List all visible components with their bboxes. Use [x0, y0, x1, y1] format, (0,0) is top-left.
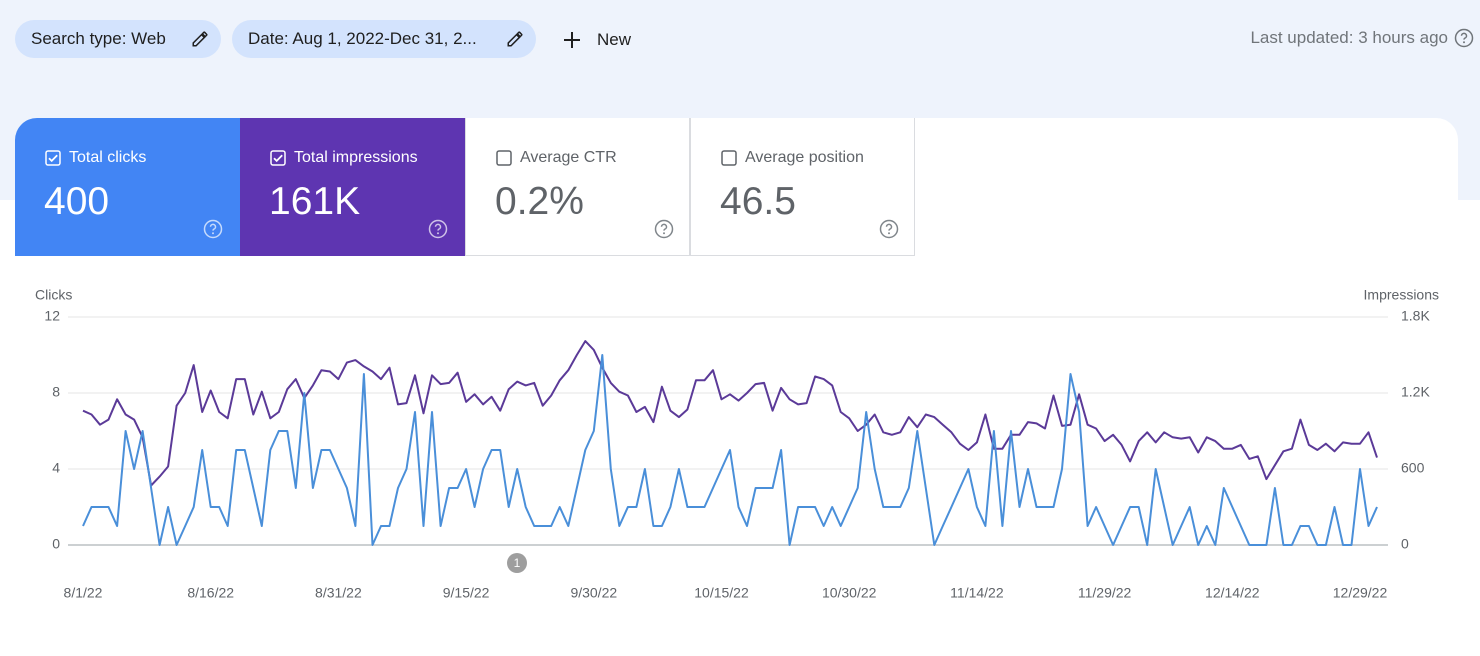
metric-label: Total impressions [294, 149, 418, 166]
metric-card[interactable]: Average position 46.5 [690, 118, 915, 256]
checkbox-frame [721, 150, 737, 166]
new-text: New [597, 30, 632, 49]
x-tick-label: 12/29/22 [1333, 585, 1388, 601]
checkbox [721, 150, 737, 166]
help-ring [203, 219, 223, 239]
help-dot [663, 232, 665, 235]
help-mark [885, 223, 893, 231]
help-mark [209, 223, 217, 231]
x-tick-label: 8/31/22 [315, 585, 362, 601]
help-icon [203, 219, 223, 239]
metric-value: 161K [269, 180, 361, 223]
help-mark [434, 223, 442, 231]
metric-label: Average position [745, 149, 864, 166]
checkbox-frame [45, 150, 61, 166]
metric-card[interactable]: Average CTR 0.2% [465, 118, 690, 256]
edit-icon [507, 31, 523, 47]
chip-text: Search type: Web [31, 29, 166, 48]
x-tick-label: 11/29/22 [1078, 585, 1132, 601]
metric-value: 400 [44, 180, 110, 223]
y-tick-label: 8 [52, 384, 60, 400]
y2-tick-label: 600 [1401, 460, 1425, 476]
date-chip[interactable]: Date: Aug 1, 2022-Dec 31, 2... [232, 20, 536, 58]
x-tick-label: 9/15/22 [443, 585, 490, 601]
new-button[interactable]: New [560, 28, 631, 52]
y2-axis-title: Impressions [1364, 287, 1439, 303]
checkbox-frame [270, 150, 286, 166]
search-type-chip[interactable]: Search type: Web [15, 20, 221, 58]
help-dot [437, 232, 439, 235]
help-ring [654, 219, 674, 239]
checkbox [45, 150, 61, 166]
series-line [82, 354, 1378, 546]
checkmark [48, 154, 58, 163]
x-tick-label: 10/15/22 [694, 585, 749, 601]
last-updated-text: Last updated: 3 hours ago [1250, 28, 1448, 47]
x-tick-label: 10/30/22 [822, 585, 877, 601]
help-icon [428, 219, 448, 239]
x-tick-label: 8/16/22 [187, 585, 234, 601]
help-dot [888, 232, 890, 235]
metric-card[interactable]: Total clicks 400 [15, 118, 240, 256]
last-updated: Last updated: 3 hours ago [1250, 28, 1474, 48]
help-icon[interactable] [1454, 28, 1474, 48]
checkbox [496, 150, 512, 166]
y-tick-label: 12 [44, 308, 60, 324]
help-ring [428, 219, 448, 239]
y2-tick-label: 1.8K [1401, 308, 1430, 324]
x-tick-label: 8/1/22 [64, 585, 103, 601]
x-tick-label: 12/14/22 [1205, 585, 1260, 601]
y2-tick-label: 1.2K [1401, 384, 1430, 400]
x-tick-label: 11/14/22 [950, 585, 1004, 601]
plus-icon [564, 32, 580, 48]
help-dot [212, 232, 214, 235]
metric-value: 0.2% [495, 180, 584, 223]
metric-label: Average CTR [520, 149, 617, 166]
annotation-label: 1 [514, 556, 521, 570]
metric-value: 46.5 [720, 180, 796, 223]
help-mark [660, 223, 668, 231]
help-icon [654, 219, 674, 239]
y2-tick-label: 0 [1401, 536, 1409, 552]
checkbox [270, 150, 286, 166]
help-icon [879, 219, 899, 239]
chip-text: Date: Aug 1, 2022-Dec 31, 2... [248, 29, 477, 48]
x-tick-label: 9/30/22 [570, 585, 617, 601]
metric-card[interactable]: Total impressions 161K [240, 118, 465, 256]
y-tick-label: 0 [52, 536, 60, 552]
help-ring [879, 219, 899, 239]
y-axis-title: Clicks [35, 287, 72, 303]
metric-label: Total clicks [69, 149, 147, 166]
checkmark [273, 154, 283, 163]
checkbox-frame [496, 150, 512, 166]
edit-icon [192, 31, 208, 47]
series-line [82, 340, 1378, 487]
annotation-marker [507, 553, 527, 573]
y-tick-label: 4 [52, 460, 60, 476]
